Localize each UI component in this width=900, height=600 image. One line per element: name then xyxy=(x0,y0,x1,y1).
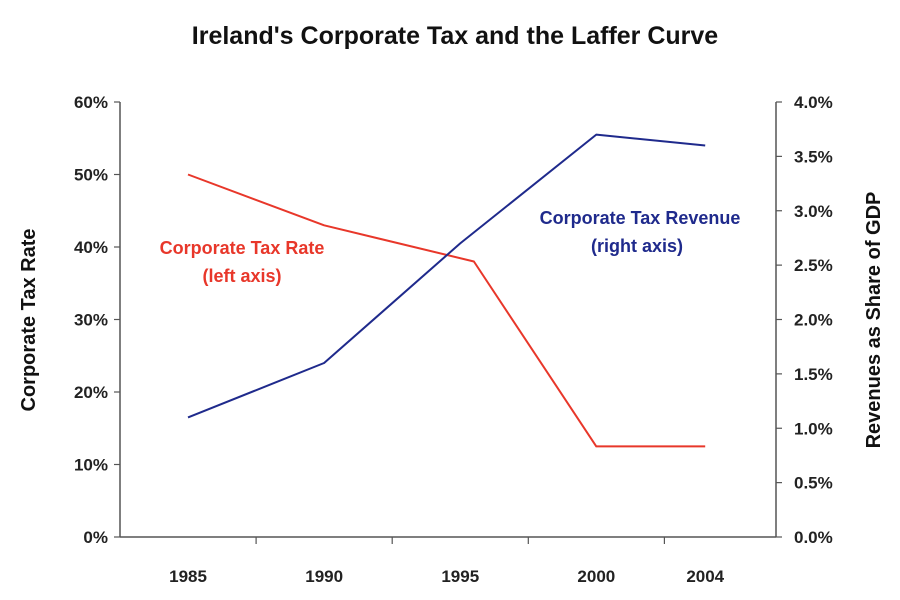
left-tick-label: 60% xyxy=(74,93,108,112)
left-tick-label: 10% xyxy=(74,456,108,475)
x-tick-label: 2000 xyxy=(577,567,615,586)
rate-annotation-line-2: (left axis) xyxy=(202,266,281,286)
rate-annotation-line-1: Corporate Tax Rate xyxy=(160,238,325,258)
right-tick-label: 0.0% xyxy=(794,528,833,547)
right-tick-label: 1.5% xyxy=(794,365,833,384)
right-axis-label: Revenues as Share of GDP xyxy=(863,192,885,449)
left-tick-label: 20% xyxy=(74,383,108,402)
left-tick-label: 30% xyxy=(74,311,108,330)
revenue-annotation-line-1: Corporate Tax Revenue xyxy=(540,208,741,228)
chart-title: Ireland's Corporate Tax and the Laffer C… xyxy=(192,22,719,50)
x-tick-label: 2004 xyxy=(686,567,724,586)
left-tick-label: 50% xyxy=(74,166,108,185)
right-tick-label: 2.5% xyxy=(794,256,833,275)
right-tick-label: 3.5% xyxy=(794,147,833,166)
right-axis-ticks: 0.0% 0.5% 1.0% 1.5% 2.0% 2.5% 3.0% 3.5% 4.0% xyxy=(776,93,833,547)
right-tick-label: 1.0% xyxy=(794,419,833,438)
right-tick-label: 3.0% xyxy=(794,202,833,221)
x-tick-label: 1995 xyxy=(441,567,479,586)
revenue-annotation: Corporate Tax Revenue (right axis) xyxy=(540,208,741,256)
right-tick-label: 2.0% xyxy=(794,311,833,330)
left-tick-label: 0% xyxy=(83,528,108,547)
tax-rate-line xyxy=(187,173,706,448)
tax-revenue-line xyxy=(187,133,706,419)
series-layer xyxy=(187,133,706,448)
right-tick-label: 4.0% xyxy=(794,93,833,112)
x-tick-label: 1985 xyxy=(169,567,207,586)
rate-annotation: Corporate Tax Rate (left axis) xyxy=(160,238,325,286)
plot-area xyxy=(119,102,777,538)
x-tick-label: 1990 xyxy=(305,567,343,586)
left-axis-ticks: 0% 10% 20% 30% 40% 50% 60% xyxy=(74,93,120,547)
left-axis-label: Corporate Tax Rate xyxy=(18,228,40,411)
left-tick-label: 40% xyxy=(74,238,108,257)
revenue-annotation-line-2: (right axis) xyxy=(591,236,683,256)
x-axis-ticks: 1985 1990 1995 2000 2004 xyxy=(169,537,725,586)
right-tick-label: 0.5% xyxy=(794,474,833,493)
